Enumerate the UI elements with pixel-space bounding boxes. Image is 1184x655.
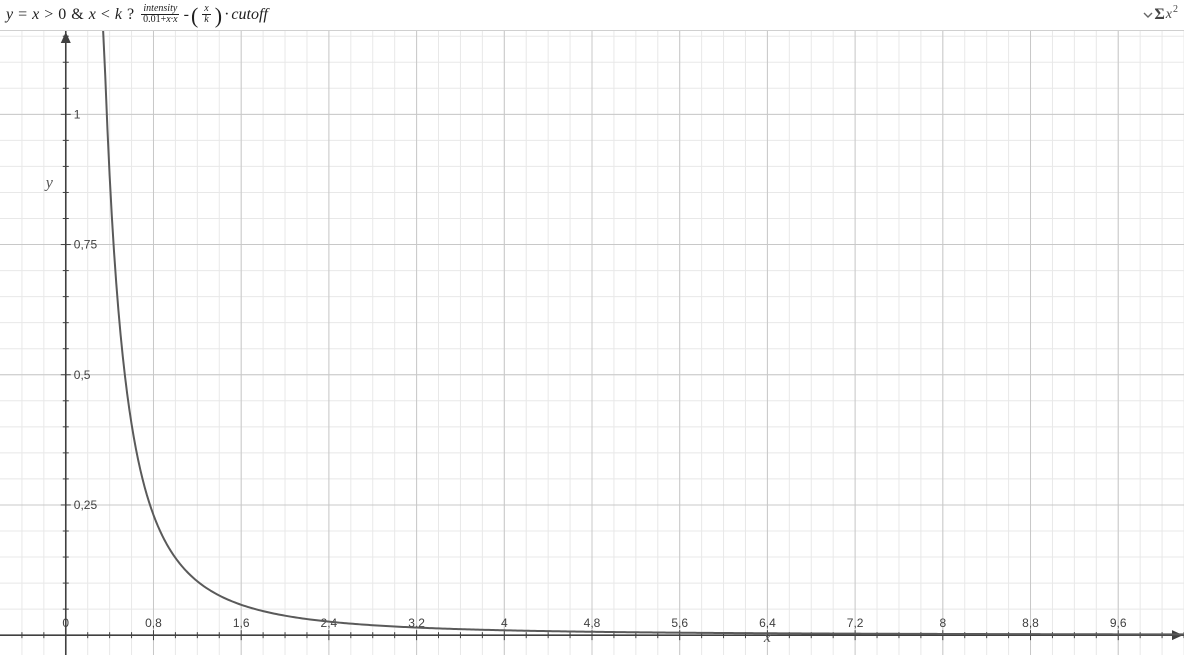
frac2-num: x bbox=[202, 4, 210, 15]
var-x-2: x bbox=[89, 6, 96, 24]
svg-text:7,2: 7,2 bbox=[847, 616, 864, 630]
var-x-1: x bbox=[32, 6, 39, 24]
plot-area[interactable]: 00,81,62,43,244,85,66,47,288,89,60,250,5… bbox=[0, 31, 1184, 655]
svg-text:y: y bbox=[44, 174, 54, 191]
svg-text:9,6: 9,6 bbox=[1110, 616, 1127, 630]
svg-text:1: 1 bbox=[74, 107, 81, 121]
toolbar-x: x bbox=[1166, 7, 1172, 23]
question-mark: ? bbox=[124, 6, 137, 24]
svg-text:0,25: 0,25 bbox=[74, 498, 98, 512]
lt-sign: < bbox=[98, 6, 113, 24]
zero: 0 bbox=[58, 6, 66, 24]
svg-text:4: 4 bbox=[501, 616, 508, 630]
minus-sign: - bbox=[184, 6, 189, 24]
svg-text:8: 8 bbox=[939, 616, 946, 630]
frac2-den: k bbox=[202, 15, 210, 25]
svg-text:0,75: 0,75 bbox=[74, 238, 98, 252]
lparen: ( bbox=[191, 3, 198, 29]
var-y: y bbox=[6, 6, 13, 24]
gt-sign: > bbox=[41, 6, 56, 24]
formula-expression[interactable]: y = x > 0 & x < k ? intensity 0.01+x·x -… bbox=[6, 2, 268, 28]
frac1-den: 0.01+x·x bbox=[141, 15, 180, 25]
svg-text:0,8: 0,8 bbox=[145, 616, 162, 630]
var-k-1: k bbox=[115, 6, 122, 24]
eq-sign: = bbox=[15, 6, 30, 24]
symbol-toolbar-button[interactable]: Σ x 2 bbox=[1143, 6, 1178, 24]
svg-text:4,8: 4,8 bbox=[584, 616, 601, 630]
plot-canvas: 00,81,62,43,244,85,66,47,288,89,60,250,5… bbox=[0, 31, 1184, 655]
formula-bar: y = x > 0 & x < k ? intensity 0.01+x·x -… bbox=[0, 0, 1184, 31]
fraction-intensity: intensity 0.01+x·x bbox=[141, 4, 180, 25]
chevron-down-icon bbox=[1143, 10, 1153, 20]
svg-text:5,6: 5,6 bbox=[671, 616, 688, 630]
dot-op: · bbox=[224, 6, 229, 24]
rparen: ) bbox=[215, 3, 222, 29]
svg-text:0,5: 0,5 bbox=[74, 368, 91, 382]
svg-text:x: x bbox=[763, 629, 771, 646]
svg-text:8,8: 8,8 bbox=[1022, 616, 1039, 630]
toolbar-sup2: 2 bbox=[1173, 4, 1178, 15]
fraction-x-over-k: x k bbox=[202, 4, 210, 25]
svg-text:0: 0 bbox=[62, 616, 69, 630]
svg-text:1,6: 1,6 bbox=[233, 616, 250, 630]
ampersand: & bbox=[68, 6, 86, 24]
var-cutoff: cutoff bbox=[231, 6, 267, 24]
sigma-icon: Σ bbox=[1154, 6, 1164, 24]
